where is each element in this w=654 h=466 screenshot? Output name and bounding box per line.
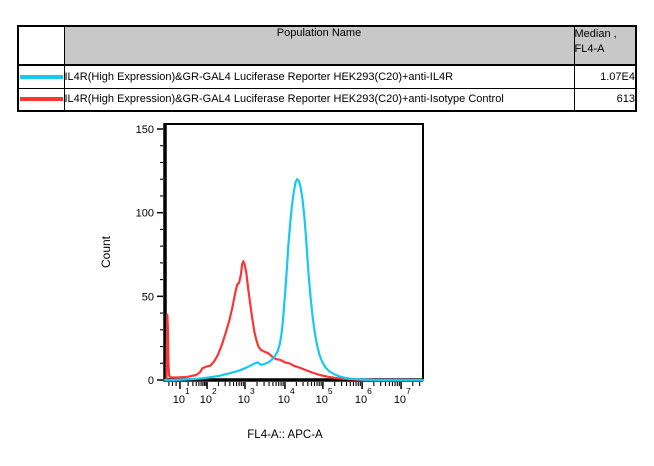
- isotype-control-swatch: [20, 97, 63, 102]
- swatch-header-cell: [17, 25, 65, 66]
- table-row: IL4R(High Expression)&GR-GAL4 Luciferase…: [17, 64, 637, 89]
- population-name-cell: IL4R(High Expression)&GR-GAL4 Luciferase…: [63, 87, 575, 112]
- x-tick-exponent: 7: [406, 386, 411, 396]
- x-axis-title: FL4-A:: APC-A: [247, 429, 323, 441]
- x-tick-label: 10: [394, 394, 406, 406]
- median-header-line1: Median ,: [574, 28, 617, 40]
- median-header: Median , FL4-A: [573, 25, 637, 66]
- histogram-curve-isotype-control: [163, 260, 425, 382]
- x-tick-label: 10: [278, 394, 290, 406]
- population-name-header: Population Name: [63, 25, 575, 66]
- x-tick-exponent: 2: [212, 386, 217, 396]
- y-tick-label: 0: [148, 375, 154, 387]
- color-swatch-cell: [17, 87, 65, 112]
- median-header-line2: FL4-A: [574, 43, 605, 55]
- y-axis-title: Count: [99, 235, 113, 268]
- median-value-cell: 1.07E4: [573, 64, 637, 89]
- population-table: Population Name Median , FL4-A IL4R(High…: [17, 25, 637, 112]
- y-tick-label: 100: [136, 208, 154, 220]
- histogram-curve-anti-il4r: [163, 178, 425, 382]
- population-name-cell: IL4R(High Expression)&GR-GAL4 Luciferase…: [63, 64, 575, 89]
- color-swatch-cell: [17, 64, 65, 89]
- y-tick-label: 50: [142, 291, 154, 303]
- y-tick-label: 150: [136, 124, 154, 136]
- table-row: IL4R(High Expression)&GR-GAL4 Luciferase…: [17, 87, 637, 112]
- x-tick-label: 10: [238, 394, 250, 406]
- x-tick-exponent: 4: [290, 386, 295, 396]
- table-header-row: Population Name Median , FL4-A: [17, 25, 637, 66]
- x-tick-exponent: 6: [367, 386, 372, 396]
- x-tick-exponent: 1: [185, 386, 190, 396]
- plot-border: [164, 123, 424, 381]
- x-tick-label: 10: [200, 394, 212, 406]
- anti-il4r-swatch: [20, 74, 63, 79]
- x-tick-label: 10: [316, 394, 328, 406]
- x-tick-label: 10: [355, 394, 367, 406]
- median-value-cell: 613: [573, 87, 637, 112]
- x-tick-label: 10: [173, 394, 185, 406]
- histogram-chart: Count FL4-A:: APC-A 0 50 100 150 10 1 10 2 10 3 10…: [0, 110, 654, 466]
- x-tick-exponent: 3: [250, 386, 255, 396]
- histogram-plot: Count FL4-A:: APC-A 05010015010110210310…: [99, 123, 425, 441]
- x-tick-exponent: 5: [328, 386, 333, 396]
